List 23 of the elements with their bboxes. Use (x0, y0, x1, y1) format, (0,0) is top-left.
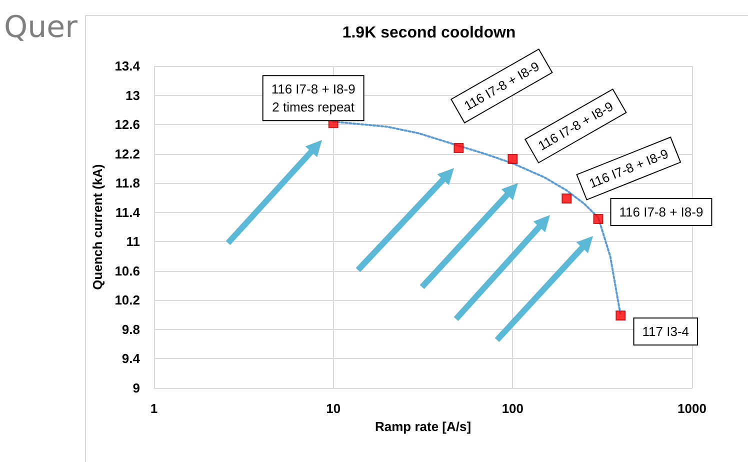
y-tick-label: 10.2 (114, 292, 140, 308)
y-tick-label: 9 (132, 380, 140, 396)
annotation: 116 I7-8 + I8-9 2 times repeat (271, 82, 356, 115)
x-tick-label: 1000 (678, 401, 706, 416)
x-tick-label: 1 (150, 401, 158, 416)
y-tick-label: 12.6 (114, 117, 140, 132)
y-tick-label: 11.8 (115, 176, 140, 191)
y-tick-label: 13.4 (114, 58, 141, 74)
chart-title: 1.9K second cooldown (342, 24, 516, 42)
x-axis-title: Ramp rate [A/s] (374, 419, 472, 434)
y-axis-title: Quench current (kA) (90, 164, 105, 290)
y-tick-label: 11 (126, 234, 140, 250)
y-tick-label: 10.6 (114, 263, 140, 278)
y-tick-label: 12.2 (114, 146, 140, 162)
x-tick-label: 100 (502, 401, 524, 416)
y-tick-label: 13 (126, 88, 140, 103)
annotation: 117 I3-4 (642, 324, 690, 340)
y-tick-label: 11.4 (115, 204, 141, 220)
y-tick-label: 9.8 (122, 322, 140, 337)
y-tick-label: 9.4 (122, 351, 141, 366)
text: Quer (4, 10, 78, 45)
annotation: 116 I7-8 + I8-9 (619, 204, 704, 220)
x-tick-label: 10 (326, 401, 341, 416)
